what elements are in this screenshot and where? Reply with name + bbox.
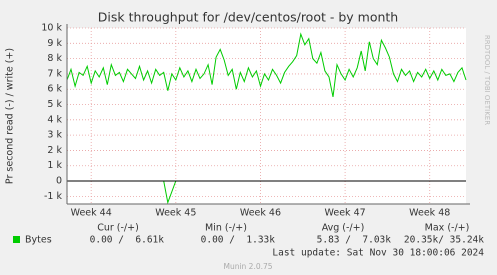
y-tick-label: 9 k [47,38,62,49]
y-tick-label: 10 k [41,23,62,34]
side-text: RRDTOOL / TOBI OETIKER [483,35,491,125]
y-axis-label: Pr second read (-) / write (+) [5,48,16,184]
legend-cell: 0.00 / 6.61k [90,235,165,246]
x-tick-label: Week 44 [71,208,112,219]
last-update: Last update: Sat Nov 30 18:00:06 2024 [272,248,484,259]
footer: Munin 2.0.75 [223,262,272,271]
write-line [66,32,467,97]
x-tick-label: Week 47 [325,208,366,219]
y-tick-label: 2 k [47,145,62,156]
legend-cell: 5.83 / 7.03k [317,235,392,246]
y-tick-label: 0 [56,176,62,187]
y-tick-label: 1 k [47,160,62,171]
legend-header: Max (-/+) [425,223,470,234]
chart-title: Disk throughput for /dev/centos/root - b… [98,10,398,25]
y-tick-label: 4 k [47,114,62,125]
x-tick-label: Week 45 [155,208,196,219]
legend-header: Min (-/+) [205,223,247,234]
x-tick-label: Week 48 [409,208,450,219]
y-tick-label: -1 k [44,191,62,202]
y-tick-label: 8 k [47,53,62,64]
legend-label: Bytes [25,235,52,246]
x-tick-label: Week 46 [240,208,281,219]
legend-header: Cur (-/+) [97,223,139,234]
plot-area [67,28,466,204]
legend-swatch [13,236,20,243]
y-tick-label: 5 k [47,99,62,110]
legend-cell: 20.35k/ 35.24k [404,235,484,246]
y-tick-label: 6 k [47,84,62,95]
legend-cell: 0.00 / 1.33k [201,235,276,246]
y-tick-label: 7 k [47,68,62,79]
legend-header: Avg (-/+) [322,223,365,234]
y-tick-label: 3 k [47,130,62,141]
